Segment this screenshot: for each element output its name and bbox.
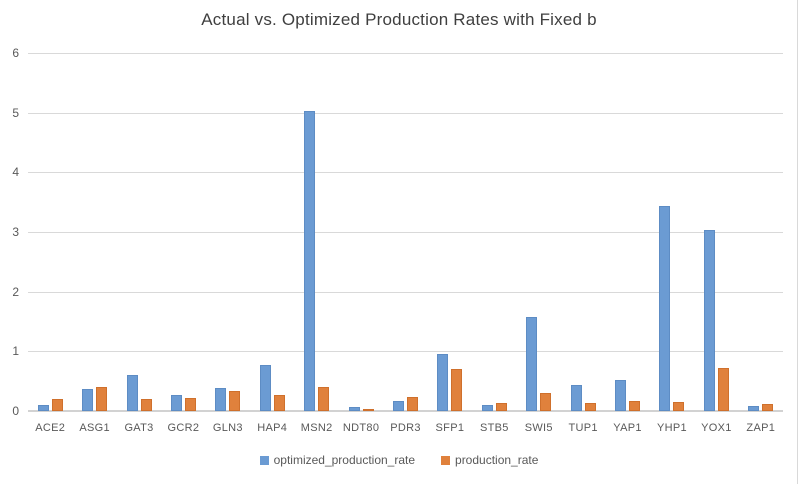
bar-production_rate-ACE2: [51, 399, 63, 411]
gridline-y1: [28, 351, 783, 353]
bar-production_rate-ZAP1: [762, 404, 774, 411]
x-axis-label-ASG1: ASG1: [79, 422, 110, 434]
x-axis-label-YAP1: YAP1: [613, 422, 642, 434]
gridline-y5: [28, 112, 783, 114]
gridline-y0: [28, 410, 783, 412]
x-axis-label-PDR3: PDR3: [390, 422, 421, 434]
gridline-y6: [28, 53, 783, 54]
bar-optimized_production_rate-ACE2: [37, 405, 49, 411]
chart-title: Actual vs. Optimized Production Rates wi…: [201, 10, 597, 29]
bar-optimized_production_rate-STB5: [481, 405, 493, 411]
x-axis-label-MSN2: MSN2: [300, 422, 333, 434]
legend-item-optimized_production_rate: optimized_production_rate: [259, 453, 416, 467]
legend: optimized_production_rate production_rate: [0, 453, 798, 467]
x-axis-label-ACE2: ACE2: [35, 422, 66, 434]
bar-optimized_production_rate-NDT80: [348, 407, 360, 411]
bar-production_rate-TUP1: [584, 403, 596, 411]
x-axis-label-SWI5: SWI5: [524, 422, 553, 434]
bar-optimized_production_rate-ZAP1: [748, 406, 760, 411]
bar-optimized_production_rate-SWI5: [526, 317, 538, 411]
x-axis-label-GCR2: GCR2: [167, 422, 200, 434]
bar-production_rate-YHP1: [673, 402, 685, 411]
bar-optimized_production_rate-YHP1: [659, 206, 671, 411]
gridline-y4: [28, 172, 783, 174]
gridline-y3: [28, 232, 783, 233]
x-axis-label-TUP1: TUP1: [568, 422, 598, 434]
legend-label: production_rate: [455, 453, 539, 467]
bar-production_rate-ASG1: [96, 387, 108, 411]
bar-production_rate-YOX1: [717, 368, 729, 411]
x-axis-label-YOX1: YOX1: [701, 422, 732, 434]
x-axis-label-ZAP1: ZAP1: [746, 422, 776, 434]
window-edge-divider: [797, 0, 798, 484]
bar-optimized_production_rate-YOX1: [703, 230, 715, 411]
x-axis-label-YHP1: YHP1: [657, 422, 687, 434]
y-axis-tick-label: 5: [12, 105, 19, 120]
bar-production_rate-HAP4: [273, 395, 285, 411]
x-axis-label-GLN3: GLN3: [212, 422, 243, 434]
y-axis-tick-label: 2: [12, 284, 19, 299]
legend-item-production_rate: production_rate: [441, 453, 538, 467]
legend-swatch-icon: [259, 455, 269, 465]
y-axis-tick-label: 0: [12, 404, 19, 418]
bar-optimized_production_rate-GLN3: [215, 388, 227, 411]
bar-production_rate-YAP1: [629, 401, 641, 411]
x-axis-label-STB5: STB5: [479, 422, 509, 434]
y-axis-tick-label: 3: [12, 225, 19, 239]
bar-production_rate-PDR3: [407, 397, 418, 411]
y-axis-tick-label: 6: [12, 46, 19, 60]
bar-production_rate-SFP1: [451, 369, 463, 411]
bar-production_rate-GLN3: [229, 391, 241, 411]
bar-production_rate-GAT3: [140, 399, 152, 411]
legend-swatch-icon: [441, 455, 451, 465]
x-axis-label-NDT80: NDT80: [342, 422, 380, 434]
bar-optimized_production_rate-MSN2: [304, 111, 316, 411]
bar-optimized_production_rate-HAP4: [259, 365, 271, 411]
y-axis-tick-label: 1: [12, 344, 19, 359]
bar-optimized_production_rate-TUP1: [570, 385, 582, 411]
gridline-y2: [28, 291, 783, 293]
bar-optimized_production_rate-ASG1: [82, 389, 94, 411]
bar-production_rate-STB5: [495, 403, 507, 411]
bar-production_rate-NDT80: [362, 409, 374, 411]
bar-optimized_production_rate-SFP1: [437, 354, 449, 411]
y-axis-tick-label: 4: [12, 165, 19, 180]
bar-production_rate-MSN2: [318, 387, 330, 411]
x-axis-label-HAP4: HAP4: [257, 422, 288, 434]
legend-label: optimized_production_rate: [273, 453, 416, 467]
bar-optimized_production_rate-GAT3: [126, 375, 138, 411]
x-axis-label-GAT3: GAT3: [124, 422, 154, 434]
bar-production_rate-SWI5: [540, 393, 552, 411]
bar-production_rate-GCR2: [184, 398, 196, 411]
bar-optimized_production_rate-GCR2: [170, 395, 182, 411]
bar-optimized_production_rate-PDR3: [393, 401, 404, 411]
x-axis-label-SFP1: SFP1: [435, 422, 465, 434]
bar-optimized_production_rate-YAP1: [615, 380, 627, 411]
